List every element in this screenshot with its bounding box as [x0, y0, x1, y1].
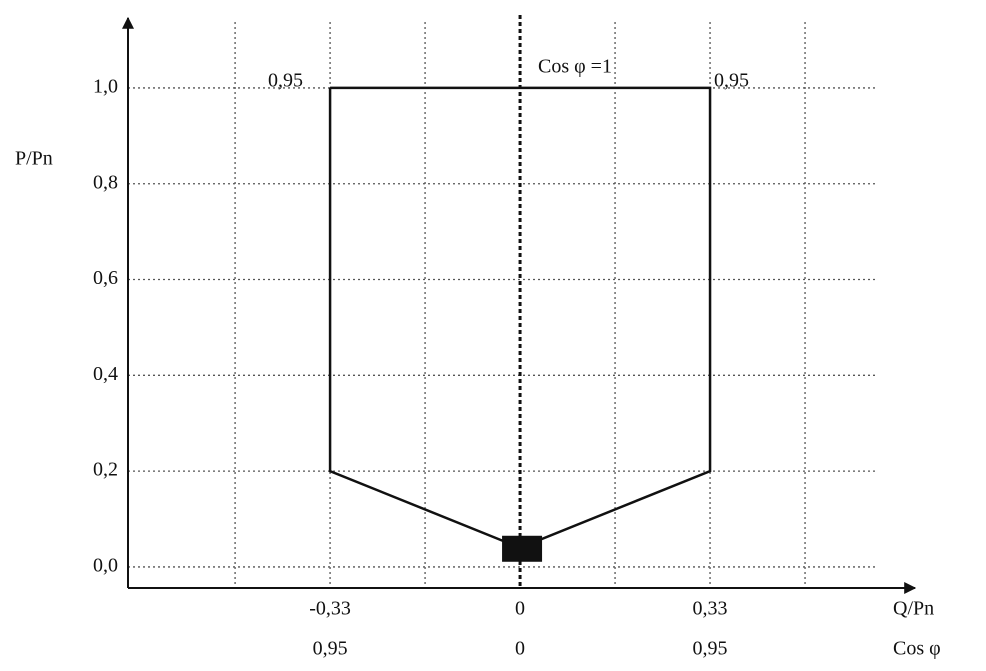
x-axis-label: Q/Pn — [893, 598, 934, 620]
x2-axis-label: Cos φ — [893, 638, 941, 660]
x2-tick-label: 0 — [515, 638, 525, 660]
y-tick-label: 1,0 — [93, 76, 118, 98]
y-tick-label: 0,0 — [93, 555, 118, 577]
x2-tick-label: 0,95 — [693, 638, 728, 660]
y-tick-label: 0,6 — [93, 267, 118, 289]
y-tick-label: 0,8 — [93, 171, 118, 193]
capability-line — [328, 86, 712, 550]
vertex-marker — [502, 535, 543, 562]
y-tick-label: 0,4 — [93, 363, 118, 385]
x-tick-label: 0,33 — [693, 598, 728, 620]
y-tick-label: 0,2 — [93, 459, 118, 481]
x2-tick-label: 0,95 — [313, 638, 348, 660]
annotation: Cos φ =1 — [538, 56, 612, 78]
x-tick-label: 0 — [515, 598, 525, 620]
annotation: 0,95 — [268, 70, 303, 92]
x-tick-label: -0,33 — [309, 598, 351, 620]
annotation: 0,95 — [714, 70, 749, 92]
y-axis-label: P/Pn — [15, 148, 53, 170]
